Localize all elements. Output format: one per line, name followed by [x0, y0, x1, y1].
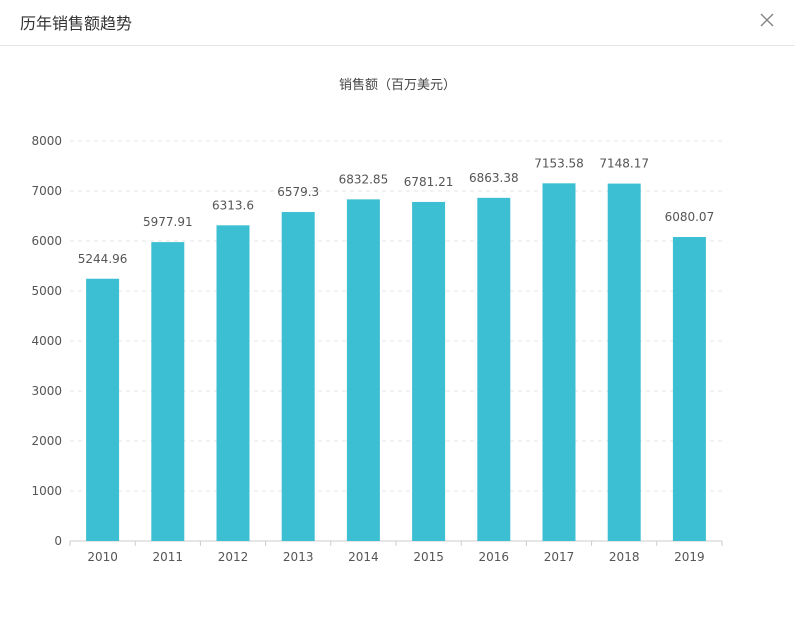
- x-tick-label: 2010: [87, 550, 118, 564]
- data-label: 6781.21: [404, 175, 454, 189]
- y-tick-label: 0: [54, 534, 62, 548]
- x-tick-label: 2016: [479, 550, 510, 564]
- data-label: 6080.07: [665, 210, 715, 224]
- x-tick-label: 2015: [413, 550, 444, 564]
- bar: [281, 212, 315, 541]
- data-label: 6832.85: [339, 172, 389, 186]
- y-tick-label: 3000: [31, 384, 62, 398]
- close-icon[interactable]: [757, 10, 777, 30]
- x-tick-label: 2019: [674, 550, 705, 564]
- data-label: 6863.38: [469, 171, 519, 185]
- bar: [477, 197, 511, 541]
- x-tick-label: 2018: [609, 550, 640, 564]
- data-label: 7153.58: [534, 156, 584, 170]
- dialog-header: 历年销售额趋势: [0, 0, 795, 46]
- x-tick-label: 2013: [283, 550, 314, 564]
- y-tick-label: 7000: [31, 184, 62, 198]
- data-label: 5244.96: [78, 252, 128, 266]
- x-tick-label: 2014: [348, 550, 379, 564]
- bar: [542, 183, 576, 542]
- y-tick-label: 4000: [31, 334, 62, 348]
- x-tick-label: 2011: [153, 550, 184, 564]
- y-tick-label: 5000: [31, 284, 62, 298]
- bar: [86, 278, 120, 541]
- y-tick-label: 2000: [31, 434, 62, 448]
- y-tick-label: 8000: [31, 134, 62, 148]
- bar: [151, 242, 185, 542]
- dialog-title: 历年销售额趋势: [20, 14, 133, 33]
- y-tick-label: 6000: [31, 234, 62, 248]
- data-label: 7148.17: [599, 157, 649, 171]
- bar: [607, 183, 641, 542]
- bar: [412, 201, 446, 541]
- y-tick-label: 1000: [31, 484, 62, 498]
- bar: [672, 236, 706, 541]
- data-label: 6579.3: [277, 185, 319, 199]
- bar: [216, 225, 250, 541]
- x-tick-label: 2012: [218, 550, 249, 564]
- data-label: 6313.6: [212, 198, 254, 212]
- x-tick-label: 2017: [544, 550, 575, 564]
- data-label: 5977.91: [143, 215, 193, 229]
- chart-title: 销售额（百万美元）: [338, 78, 456, 93]
- bar: [346, 199, 380, 542]
